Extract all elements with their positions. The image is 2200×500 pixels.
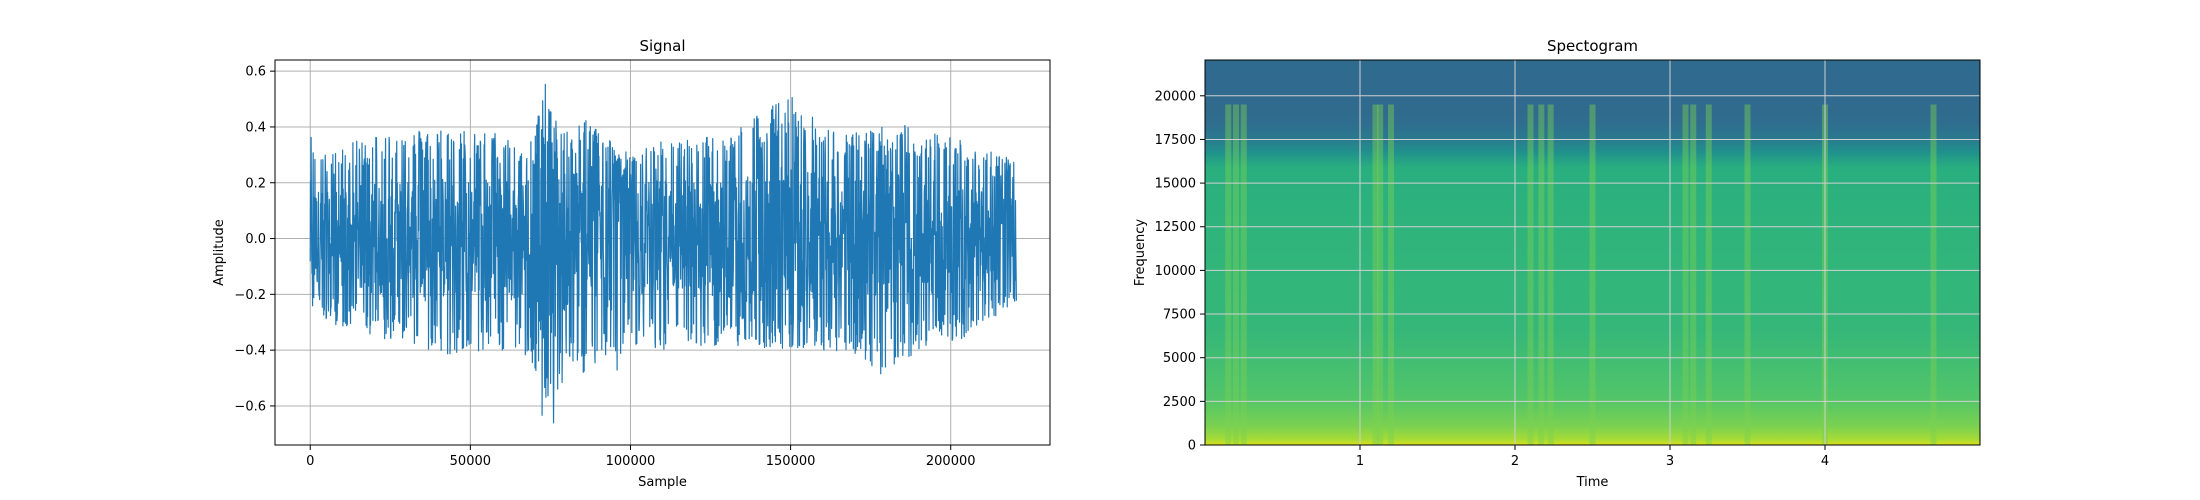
spectrogram-chart: 1 2 3 4 0 2500 5000 7500 10000 12500 15000 17500 20… — [1133, 37, 1981, 490]
spectrogram-x-axis: 1 2 3 4 — [1356, 445, 1829, 469]
y-tick-label: 0.4 — [245, 120, 266, 135]
spectrogram-band — [1377, 104, 1384, 445]
signal-title: Signal — [639, 37, 685, 55]
y-tick-label: 0.0 — [245, 232, 266, 247]
signal-y-axis: −0.6 −0.4 −0.2 0.0 0.2 0.4 0.6 — [234, 65, 275, 414]
y-tick-label: −0.4 — [234, 344, 266, 359]
x-tick-label: 2 — [1511, 454, 1519, 469]
spectrogram-y-axis: 0 2500 5000 7500 10000 12500 15000 17500 20000 — [1155, 89, 1205, 454]
y-tick-label: 15000 — [1155, 177, 1196, 192]
spectrogram-band — [1547, 104, 1554, 445]
signal-axes-frame — [274, 59, 1051, 446]
signal-y-label: Amplitude — [212, 219, 227, 286]
spectrogram-band — [1538, 104, 1545, 445]
spectrogram-title: Spectogram — [1547, 37, 1638, 55]
x-tick-label: 100000 — [606, 454, 656, 469]
spectrogram-image — [1205, 60, 1980, 445]
y-tick-label: 12500 — [1155, 220, 1196, 235]
signal-x-axis: 0 50000 100000 150000 200000 — [306, 445, 976, 469]
x-tick-label: 0 — [306, 454, 314, 469]
spectrogram-band — [1682, 104, 1689, 445]
x-tick-label: 3 — [1666, 454, 1674, 469]
signal-x-label: Sample — [638, 475, 687, 490]
signal-plot-area — [309, 83, 1017, 424]
spectrogram-axes-frame — [1204, 59, 1981, 446]
spectrogram-band — [1690, 104, 1697, 445]
y-tick-label: 0.2 — [245, 176, 266, 191]
x-tick-label: 50000 — [450, 454, 491, 469]
x-tick-label: 150000 — [766, 454, 816, 469]
spectrogram-x-label: Time — [1576, 475, 1609, 490]
signal-chart: 0 50000 100000 150000 200000 −0.6 −0.4 −0.2 0.0… — [212, 37, 1051, 490]
y-tick-label: 10000 — [1155, 264, 1196, 279]
spectrogram-band — [1527, 104, 1534, 445]
spectrogram-band — [1372, 104, 1379, 445]
y-tick-label: 0 — [1188, 439, 1196, 454]
spectrogram-band — [1589, 104, 1596, 445]
y-tick-label: 17500 — [1155, 133, 1196, 148]
spectrogram-bands — [1225, 104, 1937, 445]
spectrogram-band — [1930, 104, 1937, 445]
x-tick-label: 4 — [1821, 454, 1829, 469]
spectrogram-y-label: Frequency — [1133, 219, 1148, 286]
y-tick-label: 5000 — [1163, 351, 1196, 366]
y-tick-label: 2500 — [1163, 395, 1196, 410]
spectrogram-band — [1744, 104, 1751, 445]
y-tick-label: −0.6 — [234, 399, 266, 414]
x-tick-label: 1 — [1356, 454, 1364, 469]
y-tick-label: 7500 — [1163, 308, 1196, 323]
x-tick-label: 200000 — [926, 454, 976, 469]
spectrogram-band — [1225, 104, 1232, 445]
spectrogram-band — [1705, 104, 1712, 445]
spectrogram-band — [1233, 104, 1239, 445]
y-tick-label: 0.6 — [245, 65, 266, 80]
y-tick-label: −0.2 — [234, 288, 266, 303]
y-tick-label: 20000 — [1155, 89, 1196, 104]
signal-series-line — [309, 83, 1017, 424]
spectrogram-band — [1240, 104, 1247, 445]
spectrogram-band — [1388, 104, 1394, 445]
